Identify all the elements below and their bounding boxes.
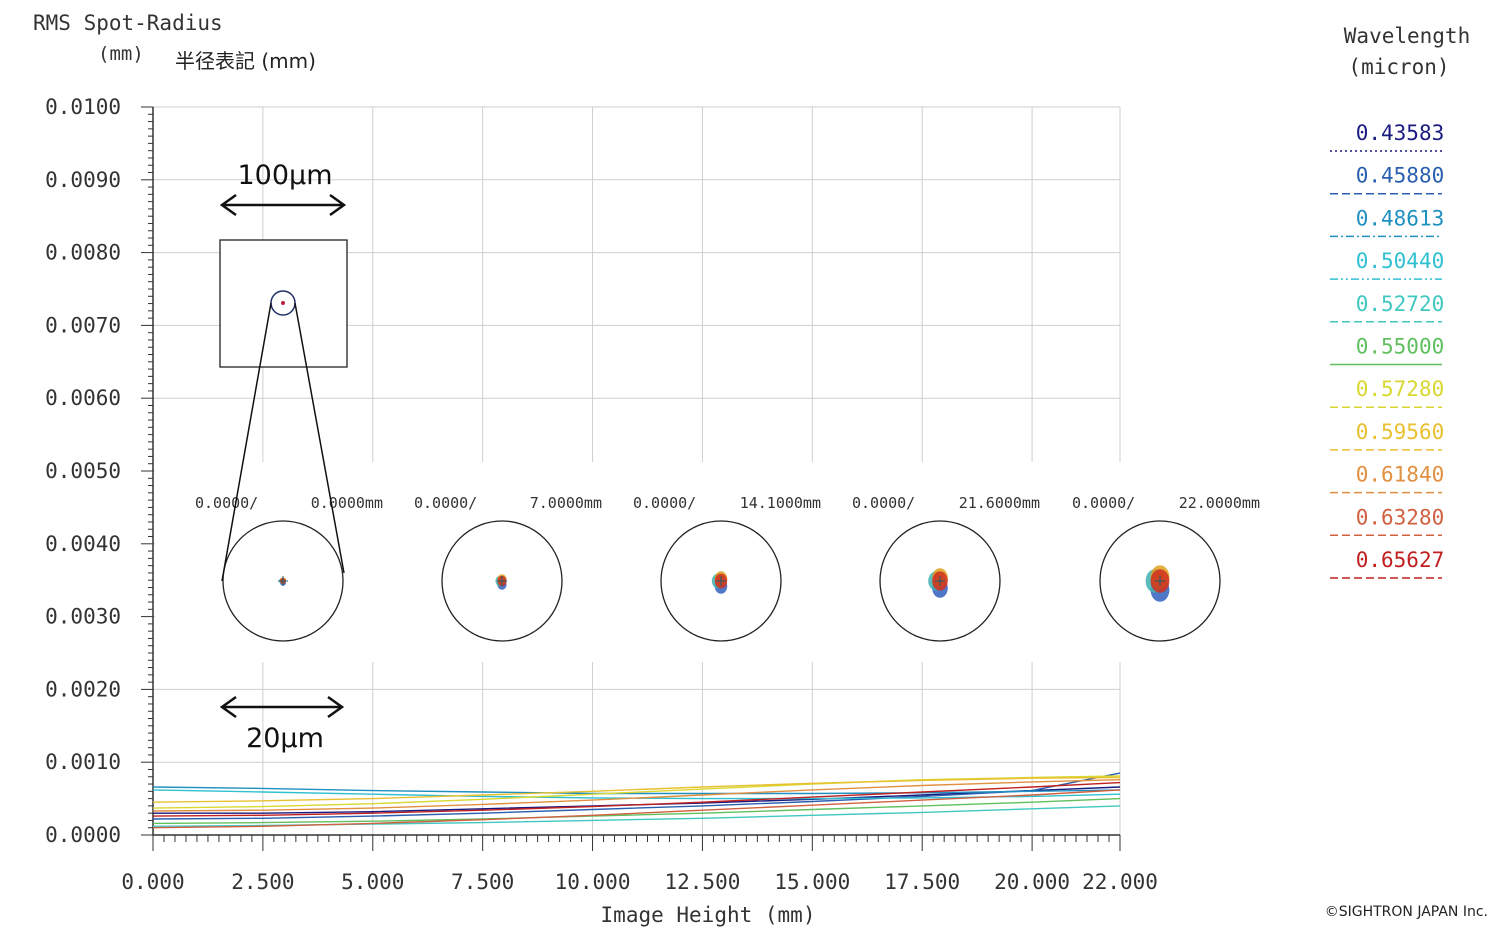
legend: 0.43583 0.45880 0.48613 0.50440 0.52720 0.550… — [1330, 121, 1445, 579]
x-tick-label: 20.000 — [994, 870, 1070, 894]
spot-field-label-left: 0.0000/ — [633, 494, 696, 512]
legend-item-label: 0.45880 — [1356, 164, 1445, 188]
airy-disk-circle — [222, 520, 344, 642]
airy-disk-circle — [441, 520, 563, 642]
x-tick-label: 12.500 — [665, 870, 741, 894]
y-tick-label: 0.0030 — [45, 605, 121, 629]
y-tick-label: 0.0080 — [45, 241, 121, 265]
airy-disk-circle — [879, 520, 1001, 642]
legend-item-label: 0.65627 — [1356, 548, 1445, 572]
x-tick-label: 0.000 — [121, 870, 184, 894]
y-tick-label: 0.0070 — [45, 313, 121, 337]
y-axis-note: 半径表記 (mm) — [175, 49, 316, 73]
spot-field-label-right: 0.0000mm — [311, 494, 383, 512]
legend-item-label: 0.55000 — [1356, 335, 1445, 359]
arrow-left-icon — [219, 695, 237, 719]
y-axis-unit: (mm) — [98, 43, 144, 65]
series-lines — [152, 772, 1121, 829]
legend-title: Wavelength — [1344, 24, 1470, 48]
y-tick-label: 0.0100 — [45, 95, 121, 119]
legend-item-label: 0.50440 — [1356, 249, 1445, 273]
legend-item-label: 0.43583 — [1356, 121, 1445, 145]
spot-diagram-band: 0.0000/0.0000mm 0.0000/7.0000mm 0.0000/14.… — [155, 462, 1270, 662]
airy-disk-circle — [1099, 520, 1221, 642]
legend-item-label: 0.63280 — [1356, 505, 1445, 529]
x-tick-label: 5.000 — [341, 870, 404, 894]
spot-cross-icon — [935, 576, 945, 586]
scale-label-100um: 100μm — [237, 160, 332, 191]
series-line-0.45880 — [152, 772, 1121, 820]
copyright-text: ©SIGHTRON JAPAN Inc. — [1325, 904, 1488, 920]
legend-item-label: 0.61840 — [1356, 463, 1445, 487]
zoom-inset — [219, 239, 348, 582]
spot-field-label-right: 21.6000mm — [959, 494, 1040, 512]
y-tick-label: 0.0040 — [45, 532, 121, 556]
arrow-right-icon — [329, 193, 347, 217]
spot-cross-icon — [716, 576, 726, 586]
spot-band-background — [155, 462, 1270, 662]
grid — [153, 106, 1121, 835]
spot-field-label-left: 0.0000/ — [195, 494, 258, 512]
y-tick-label: 0.0090 — [45, 168, 121, 192]
series-line-0.59560 — [152, 776, 1121, 803]
x-tick-label: 17.500 — [884, 870, 960, 894]
legend-item-label: 0.48613 — [1356, 206, 1445, 230]
y-axis-title: RMS Spot-Radius — [33, 11, 223, 35]
series-line-0.55000 — [152, 797, 1121, 825]
arrow-right-icon — [327, 695, 345, 719]
y-tick-label: 0.0050 — [45, 459, 121, 483]
x-axis-title: Image Height (mm) — [601, 903, 816, 927]
legend-item-label: 0.52720 — [1356, 292, 1445, 316]
x-tick-label: 2.500 — [231, 870, 294, 894]
scale-annotation-top: 100μm — [219, 160, 347, 217]
x-tick-label: 7.500 — [451, 870, 514, 894]
spot-field-label-left: 0.0000/ — [852, 494, 915, 512]
spot-field-label-left: 0.0000/ — [1072, 494, 1135, 512]
legend-subtitle: (micron) — [1348, 55, 1449, 79]
x-tick-label: 22.000 — [1082, 870, 1158, 894]
series-line-0.65627 — [152, 781, 1121, 817]
y-tick-label: 0.0000 — [45, 823, 121, 847]
legend-item-label: 0.57280 — [1356, 377, 1445, 401]
y-tick-label: 0.0020 — [45, 677, 121, 701]
spot-cross-icon — [497, 576, 507, 586]
spot-field-label-right: 22.0000mm — [1179, 494, 1260, 512]
y-tick-label: 0.0060 — [45, 386, 121, 410]
y-tick-label: 0.0010 — [45, 750, 121, 774]
axes: 0.0000 0.0010 0.0020 0.0030 0.0040 0.0050 0.00… — [45, 95, 1158, 894]
series-line-0.48613 — [152, 786, 1121, 795]
zoom-connector-left — [221, 302, 272, 582]
zoom-dot — [281, 301, 285, 305]
spot-cross-icon — [1155, 576, 1165, 586]
legend-item-label: 0.59560 — [1356, 420, 1445, 444]
spot-cross-icon — [278, 576, 288, 586]
scale-label-20um: 20μm — [246, 723, 324, 754]
x-tick-label: 15.000 — [774, 870, 850, 894]
arrow-left-icon — [219, 193, 237, 217]
spot-field-label-left: 0.0000/ — [414, 494, 477, 512]
scale-annotation-bottom: 20μm — [219, 695, 345, 754]
spot-field-label-right: 14.1000mm — [740, 494, 821, 512]
airy-disk-circle — [660, 520, 782, 642]
zoom-connector-right — [294, 302, 345, 574]
series-line-0.63280 — [152, 789, 1121, 829]
spot-field-label-right: 7.0000mm — [530, 494, 602, 512]
series-line-0.61840 — [152, 779, 1121, 812]
x-tick-label: 10.000 — [555, 870, 631, 894]
